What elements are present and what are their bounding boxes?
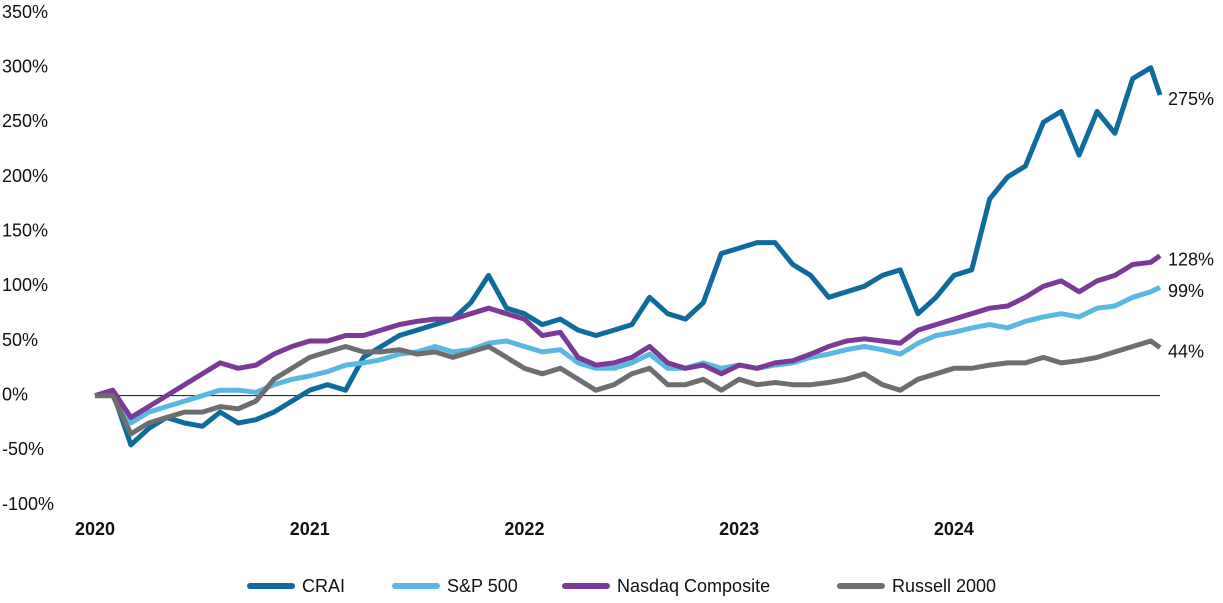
y-tick-label: -100% [2,494,54,514]
end-label: 44% [1168,341,1204,361]
y-tick-label: 250% [2,111,48,131]
x-tick-label: 2021 [290,519,330,539]
legend-label: S&P 500 [447,576,518,596]
y-tick-label: 300% [2,56,48,76]
y-tick-label: 200% [2,166,48,186]
end-label: 128% [1168,249,1214,269]
y-tick-label: 50% [2,330,38,350]
legend-label: Russell 2000 [892,576,996,596]
series-line [94,65,1163,448]
legend-label: Nasdaq Composite [617,576,770,596]
y-tick-label: 150% [2,220,48,240]
x-tick-label: 2024 [934,519,974,539]
end-label: 99% [1168,281,1204,301]
x-tick-label: 2020 [75,519,115,539]
series-line [94,285,1162,426]
y-tick-label: 0% [2,384,28,404]
y-tick-label: 100% [2,275,48,295]
x-tick-label: 2023 [719,519,759,539]
series-line [94,253,1162,420]
series-line [95,338,1162,437]
y-tick-label: 350% [2,2,48,22]
legend-label: CRAI [302,576,345,596]
y-tick-label: -50% [2,439,44,459]
x-tick-label: 2022 [504,519,544,539]
end-label: 275% [1168,89,1214,109]
